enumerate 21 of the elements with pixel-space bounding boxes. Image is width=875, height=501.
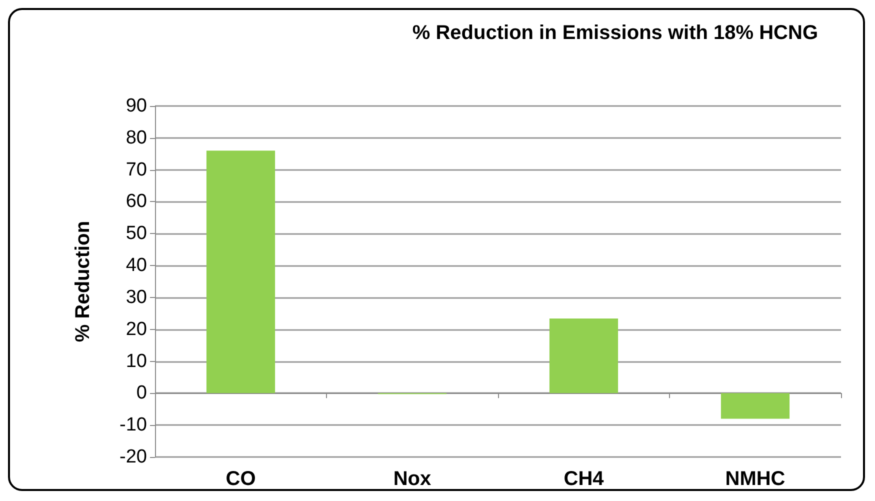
bar <box>206 150 276 394</box>
y-tick-label: 40 <box>126 255 147 276</box>
x-tick-label: CO <box>226 468 256 490</box>
y-tick-label: 10 <box>126 350 147 372</box>
y-tick-label: 70 <box>126 159 147 180</box>
y-tick-label: -10 <box>120 414 147 436</box>
y-tick-label: 20 <box>126 318 147 340</box>
y-tick-label: 0 <box>136 382 147 404</box>
x-tick-label: Nox <box>393 468 432 490</box>
y-tick-label: -20 <box>120 446 147 468</box>
chart-title: % Reduction in Emissions with 18% HCNG <box>412 22 818 44</box>
y-tick-label: 80 <box>126 127 147 148</box>
bar <box>549 318 618 394</box>
y-tick-label: 90 <box>126 96 147 116</box>
y-tick-label: 50 <box>126 223 147 244</box>
x-tick-label: NMHC <box>725 468 786 490</box>
y-tick-label: 60 <box>126 191 147 212</box>
x-tick-label: CH4 <box>564 468 605 490</box>
y-axis-title: % Reduction <box>72 220 94 342</box>
y-tick-label: 30 <box>126 286 147 308</box>
bar <box>720 393 790 419</box>
